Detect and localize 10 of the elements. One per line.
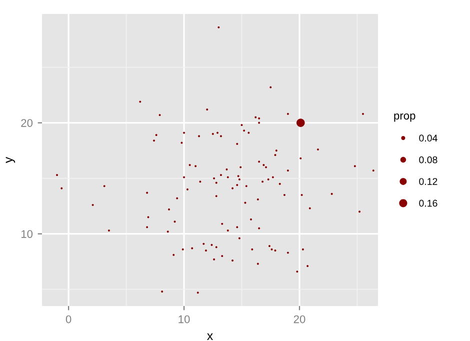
- legend-label: 0.12: [419, 178, 438, 185]
- legend-label: 0.16: [419, 200, 438, 207]
- legend-label: 0.04: [419, 134, 438, 142]
- legend-title: prop: [394, 113, 416, 122]
- x-tick-label: 20: [294, 315, 306, 324]
- legend-label: 0.08: [419, 156, 438, 164]
- x-tick-label: 10: [178, 315, 190, 324]
- x-tick-label: 0: [66, 315, 72, 324]
- y-axis-title: y: [6, 156, 16, 164]
- x-axis-title: x: [207, 333, 213, 340]
